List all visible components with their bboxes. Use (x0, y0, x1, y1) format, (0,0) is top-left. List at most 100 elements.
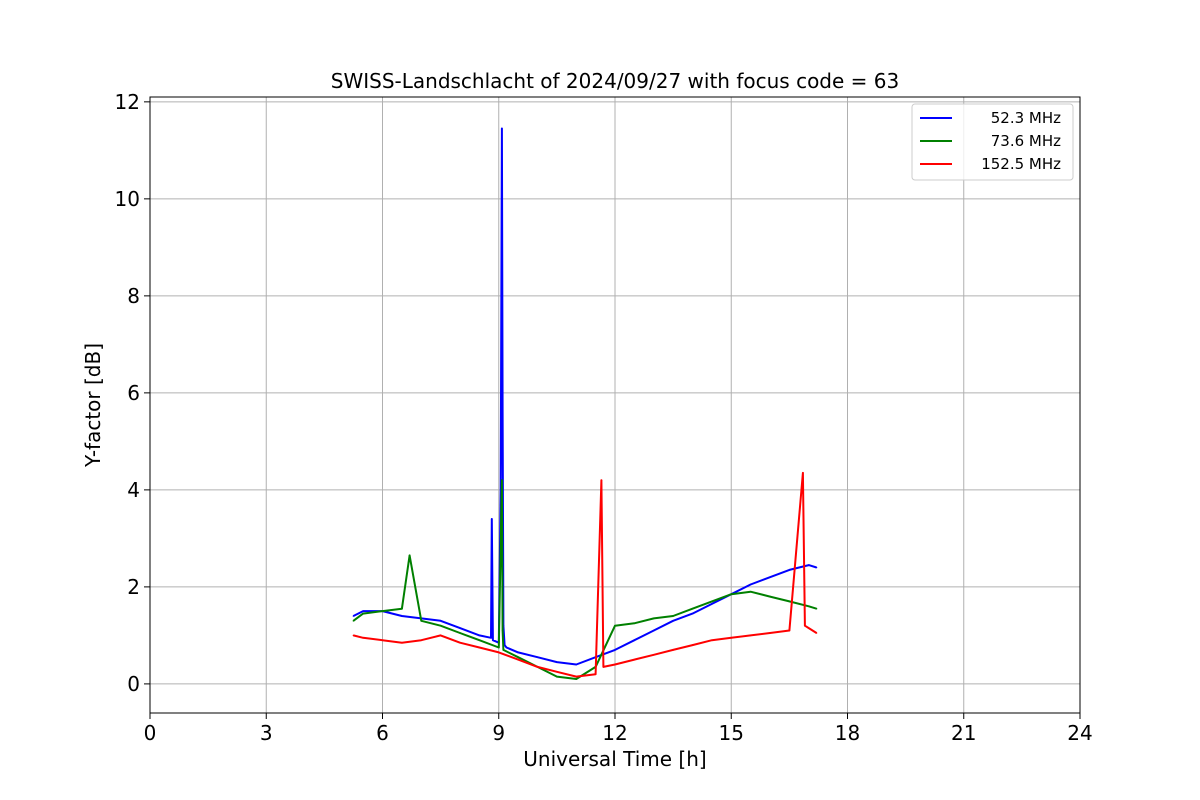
x-tick-label: 24 (1067, 721, 1092, 745)
data-point (594, 673, 597, 675)
data-point (478, 634, 481, 637)
data-point (401, 641, 403, 644)
data-point (672, 615, 674, 617)
data-point (502, 649, 505, 651)
legend-label: 52.3 MHz (991, 109, 1061, 127)
data-point (614, 624, 616, 627)
data-point (517, 656, 519, 659)
data-point (711, 639, 713, 642)
data-point (501, 411, 504, 414)
y-tick-label: 8 (127, 284, 140, 308)
data-point (804, 624, 806, 627)
data-point (381, 610, 384, 612)
data-point (492, 639, 494, 642)
grid-layer (149, 97, 1081, 713)
data-point (381, 639, 384, 642)
x-tick-label: 15 (719, 721, 744, 745)
data-point (711, 600, 713, 603)
data-point (575, 678, 578, 680)
data-point (439, 620, 442, 622)
y-tick-label: 10 (115, 187, 140, 211)
data-point (633, 622, 636, 625)
data-point (575, 663, 578, 666)
data-point (633, 639, 636, 642)
data-point (505, 646, 508, 649)
data-point (652, 617, 655, 620)
data-point (490, 518, 493, 520)
x-tick-label: 12 (602, 721, 627, 745)
data-point (807, 605, 810, 608)
y-tick-label: 6 (127, 381, 140, 405)
data-point (691, 644, 694, 646)
series-layer (352, 127, 818, 680)
data-point (439, 624, 442, 627)
series-line-0 (352, 127, 817, 666)
data-point (614, 663, 616, 666)
data-point (497, 646, 500, 649)
data-point (401, 615, 403, 617)
data-point (490, 637, 492, 639)
series-line-1 (352, 479, 817, 680)
data-point (420, 639, 423, 642)
legend-label: 73.6 MHz (991, 132, 1061, 150)
data-point (459, 641, 461, 644)
data-point (536, 656, 539, 659)
data-point (730, 593, 733, 595)
data-point (352, 634, 355, 637)
data-point (439, 634, 442, 637)
data-point (501, 629, 504, 632)
data-point (556, 670, 558, 673)
data-point (749, 634, 752, 637)
y-tick-label: 0 (127, 672, 140, 696)
data-point (749, 590, 752, 593)
data-point (420, 620, 423, 622)
x-tick-label: 18 (835, 721, 860, 745)
data-point (478, 639, 481, 642)
x-tick-label: 21 (951, 721, 976, 745)
data-point (691, 612, 694, 615)
data-point (401, 607, 403, 610)
data-point (614, 649, 616, 651)
data-point (478, 646, 481, 649)
data-point (517, 651, 519, 654)
x-tick-label: 3 (260, 721, 273, 745)
chart-title: SWISS-Landschlacht of 2024/09/27 with fo… (331, 69, 899, 93)
data-point (501, 479, 503, 481)
data-point (815, 632, 818, 634)
data-point (807, 564, 810, 566)
data-point (711, 603, 713, 605)
data-point (352, 615, 355, 617)
data-point (788, 569, 791, 571)
y-axis-title: Y-factor [dB] (81, 343, 105, 468)
data-point (600, 479, 603, 481)
data-point (815, 566, 818, 569)
series-line-2 (353, 471, 818, 678)
data-point (362, 610, 364, 612)
data-point (730, 637, 733, 639)
data-point (459, 627, 461, 629)
data-point (749, 583, 752, 586)
data-point (788, 600, 791, 603)
data-point (652, 653, 655, 656)
legend-label: 152.5 MHz (981, 155, 1061, 173)
data-point (517, 658, 519, 661)
legend: 52.3 MHz 73.6 MHz 152.5 MHz (911, 103, 1074, 181)
data-point (769, 576, 771, 578)
plot-frame (149, 96, 1081, 714)
data-point (769, 632, 771, 634)
data-point (459, 632, 461, 634)
data-point (672, 620, 674, 622)
x-tick-label: 0 (144, 721, 157, 745)
x-tick-label: 6 (376, 721, 389, 745)
data-point (556, 661, 558, 663)
data-point (788, 629, 791, 632)
data-point (352, 620, 355, 622)
legend-box (911, 103, 1074, 181)
data-point (362, 612, 364, 615)
data-point (602, 666, 605, 668)
x-axis-title: Universal Time [h] (523, 747, 706, 771)
data-point (672, 649, 674, 651)
